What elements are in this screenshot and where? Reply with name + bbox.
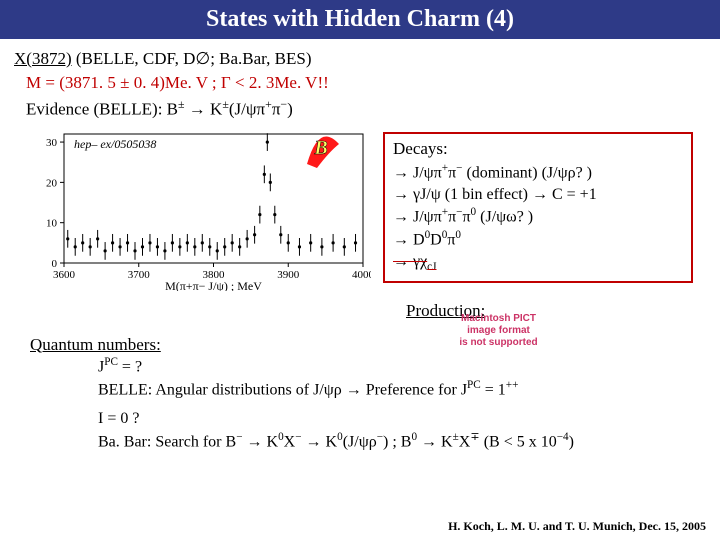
evidence-line: Evidence (BELLE): B± → K±(J/ψπ+π−): [26, 97, 706, 120]
mass-spectrum-chart: 010203036003700380039004000M(π+π− J/ψ) ;…: [26, 126, 371, 291]
quantum-numbers-header: Quantum numbers:: [30, 335, 706, 355]
slide-body: X(3872) (BELLE, CDF, D∅; Ba.Bar, BES) M …: [0, 39, 720, 453]
qn-block-2: I = 0 ? Ba. Bar: Search for B− → K0X− → …: [98, 409, 706, 453]
svg-text:3900: 3900: [277, 269, 300, 281]
qn-block-1: JPC = ? BELLE: Angular distributions of …: [98, 355, 706, 401]
particle-name: X(3872): [14, 49, 72, 68]
pict-line2: image format: [411, 325, 586, 337]
decay-4: → D0D0π0: [393, 228, 683, 251]
svg-text:M(π+π− J/ψ) ; MeV: M(π+π− J/ψ) ; MeV: [165, 279, 262, 291]
svg-text:B: B: [313, 137, 327, 159]
decay-5-crossed: → γχcJ: [393, 251, 683, 275]
svg-text:3700: 3700: [128, 269, 151, 281]
slide-title: States with Hidden Charm (4): [0, 0, 720, 39]
decays-header: Decays:: [393, 138, 683, 161]
svg-text:4000: 4000: [352, 269, 371, 281]
particle-line: X(3872) (BELLE, CDF, D∅; Ba.Bar, BES): [14, 49, 706, 69]
svg-text:hep– ex/0505038: hep– ex/0505038: [74, 137, 156, 151]
svg-text:30: 30: [46, 137, 58, 149]
decay-2: → γJ/ψ (1 bin effect) → C = +1: [393, 184, 683, 206]
svg-text:20: 20: [46, 177, 58, 189]
decays-box: Decays: → J/ψπ+π− (dominant) (J/ψρ? ) → …: [383, 132, 693, 284]
exp-list: (BELLE, CDF, D∅; Ba.Bar, BES): [72, 49, 312, 68]
pict-line1: Macintosh PICT: [411, 313, 586, 325]
mass-width-line: M = (3871. 5 ± 0. 4)Me. V ; Γ < 2. 3Me. …: [26, 73, 706, 93]
svg-text:10: 10: [46, 217, 58, 229]
decay-3: → J/ψπ+π−π0 (J/ψω? ): [393, 205, 683, 228]
decay-1: → J/ψπ+π− (dominant) (J/ψρ? ): [393, 161, 683, 184]
slide-footer: H. Koch, L. M. U. and T. U. Munich, Dec.…: [448, 519, 706, 534]
pict-placeholder: Macintosh PICT image format is not suppo…: [411, 313, 586, 349]
pict-line3: is not supported: [411, 337, 586, 349]
svg-text:3600: 3600: [53, 269, 76, 281]
